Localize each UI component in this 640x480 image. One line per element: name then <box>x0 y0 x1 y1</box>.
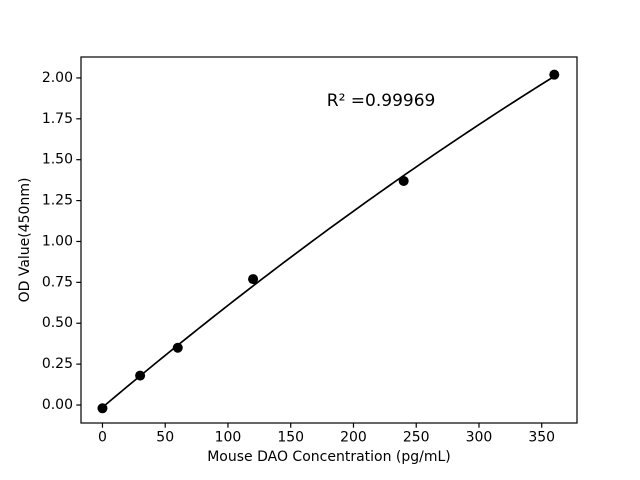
data-point-marker <box>97 403 108 414</box>
r-squared-annotation: R² =0.99969 <box>327 91 436 111</box>
y-tick-label: 1.00 <box>42 233 73 249</box>
plot-area <box>80 56 578 424</box>
x-tick-label: 350 <box>528 430 555 446</box>
x-tick-label: 150 <box>277 430 304 446</box>
y-tick-label: 0.25 <box>42 356 73 372</box>
y-tick-label: 0.00 <box>42 397 73 413</box>
x-tick-label: 0 <box>98 430 107 446</box>
x-tick-label: 100 <box>215 430 242 446</box>
y-axis-label: OD Value(450nm) <box>17 178 33 303</box>
data-point-marker <box>135 370 146 381</box>
x-tick-label: 50 <box>156 430 174 446</box>
data-points <box>97 69 560 414</box>
fit-curve-line <box>101 75 556 409</box>
y-tick-label: 0.75 <box>42 274 73 290</box>
x-tick-label: 200 <box>340 430 367 446</box>
data-point-marker <box>398 175 409 186</box>
y-tick-label: 1.25 <box>42 193 73 209</box>
x-tick-label: 250 <box>403 430 430 446</box>
y-tick-label: 1.75 <box>42 111 73 127</box>
x-axis-label: Mouse DAO Concentration (pg/mL) <box>207 449 451 465</box>
x-tick-label: 300 <box>466 430 493 446</box>
x-axis-ticks: 0 50 100 150 200 250 300 350 <box>98 423 555 446</box>
y-tick-label: 1.50 <box>42 152 73 168</box>
data-point-marker <box>172 342 183 353</box>
data-point-marker <box>549 69 560 80</box>
data-point-marker <box>248 274 259 285</box>
y-tick-label: 0.50 <box>42 315 73 331</box>
y-tick-label: 2.00 <box>42 70 73 86</box>
y-axis-ticks: 0.00 0.25 0.50 0.75 1.00 1.25 1.50 1.75 2.00 <box>42 70 81 413</box>
